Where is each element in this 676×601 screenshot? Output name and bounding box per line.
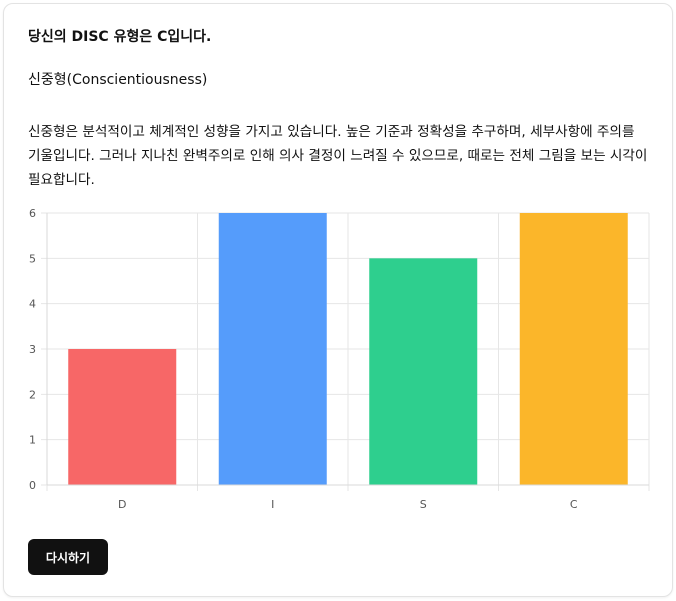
type-name: 신중형(Conscientiousness) [28, 72, 208, 88]
result-card: 당신의 DISC 유형은 C입니다. 신중형(Conscientiousness… [3, 3, 673, 597]
result-title: 당신의 DISC 유형은 C입니다. [28, 29, 212, 45]
retry-button[interactable]: 다시하기 [28, 539, 108, 575]
type-description: 신중형은 분석적이고 체계적인 성향을 가지고 있습니다. 높은 기준과 정확성… [28, 124, 648, 188]
